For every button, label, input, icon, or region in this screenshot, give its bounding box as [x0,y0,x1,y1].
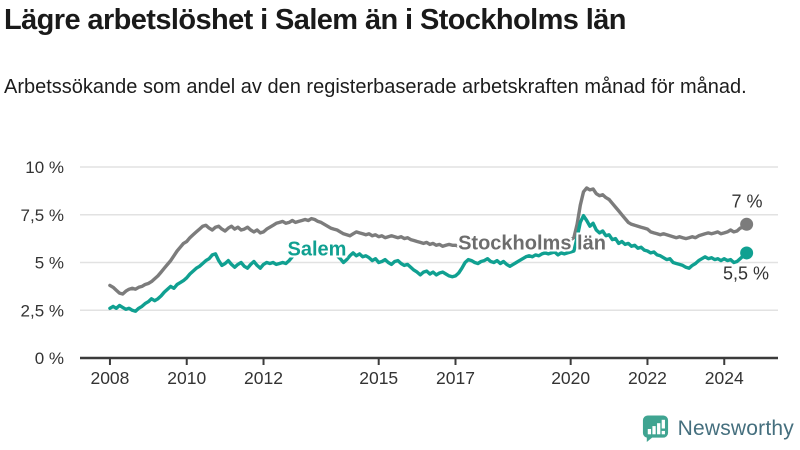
chart-subtitle: Arbetssökande som andel av den registerb… [4,76,747,98]
x-tick-label-2012: 2012 [244,368,283,388]
x-tick-label-2015: 2015 [359,368,398,388]
series-label-stockholms-lan: Stockholms län [458,232,606,255]
newsworthy-wordmark: Newsworthy [677,416,794,440]
series-endpoint-dot-stockholms-l-n [740,217,754,231]
bar-chart-speech-bubble-icon [642,415,668,443]
y-tick-label: 2,5 % [21,301,64,320]
series-label-salem: Salem [287,238,347,261]
x-tick-label-2008: 2008 [90,368,129,388]
end-value-stockholms-lan: 7 % [731,191,763,212]
y-tick-label: 7,5 % [21,206,64,225]
chart-title: Lägre arbetslöshet i Salem än i Stockhol… [4,4,626,36]
end-value-salem: 5,5 % [722,263,770,284]
y-tick-label: 0 % [35,349,64,368]
series-line-salem [108,213,749,313]
x-tick-label-2017: 2017 [436,368,475,388]
x-tick-label-2020: 2020 [551,368,590,388]
series-line-stockholms-l-n [108,186,749,296]
x-tick-label-2024: 2024 [705,368,744,388]
newsworthy-logo: Newsworthy [641,414,794,443]
x-tick-label-2010: 2010 [167,368,206,388]
y-tick-label: 5 % [35,254,64,273]
x-tick-label-2022: 2022 [628,368,667,388]
y-tick-label: 10 % [25,158,64,177]
series-endpoint-dot-salem [740,246,754,260]
